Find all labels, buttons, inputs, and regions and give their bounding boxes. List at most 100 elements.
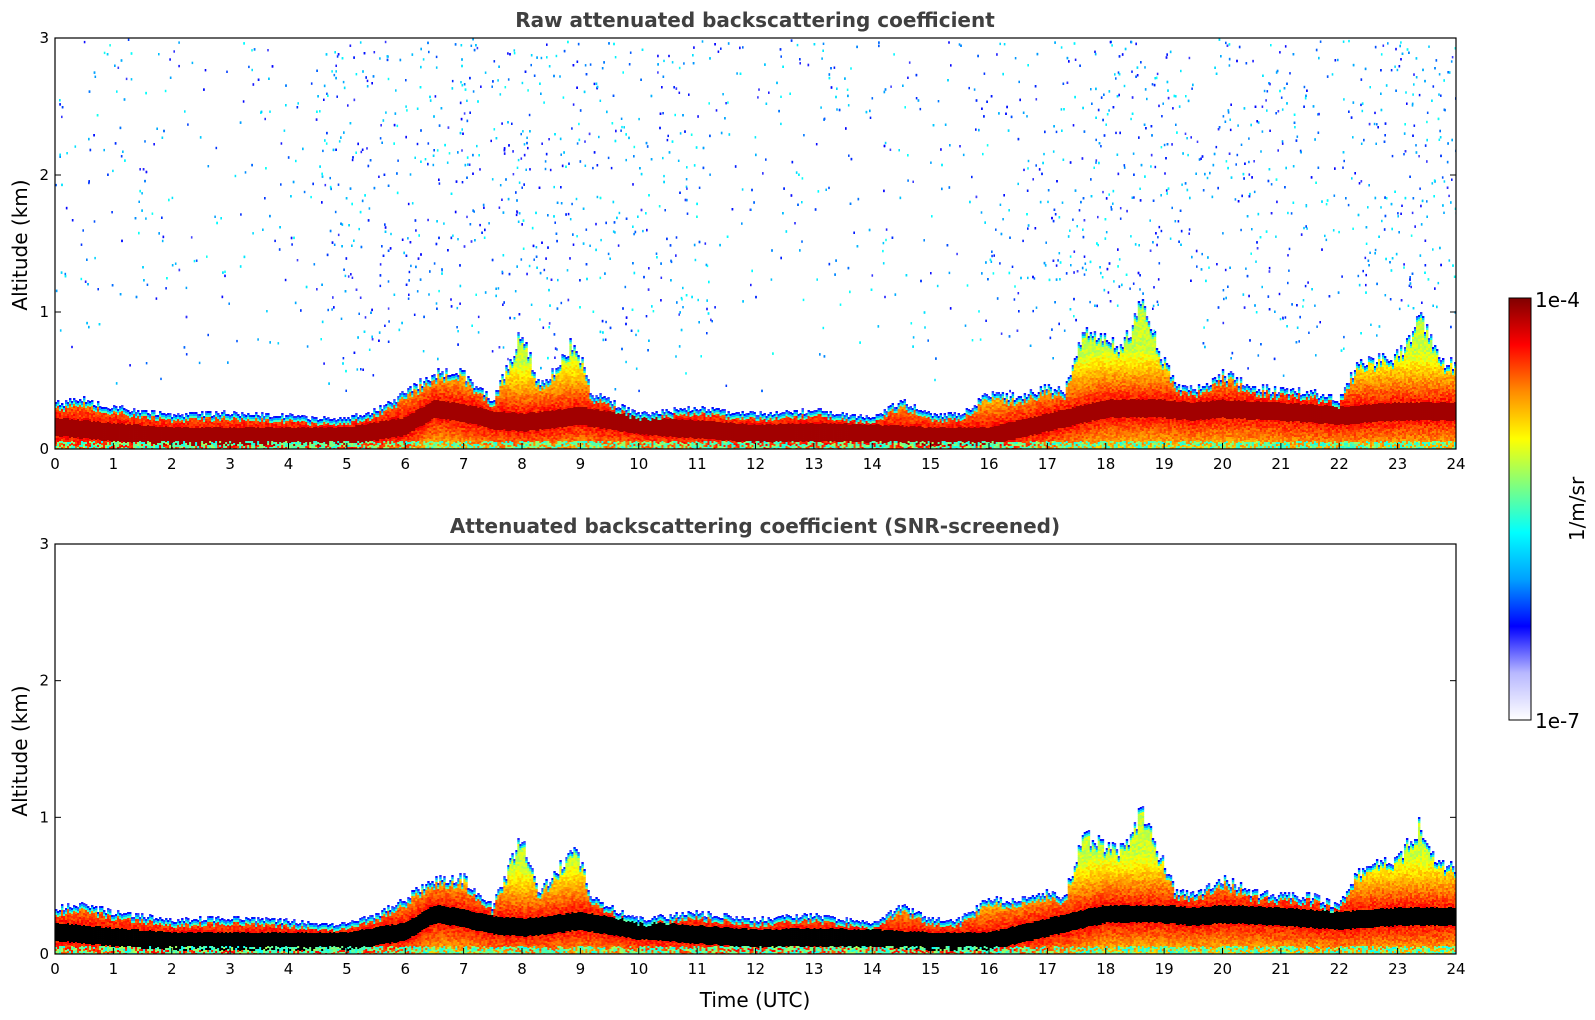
heatmap-cell — [361, 416, 364, 419]
heatmap-cell — [191, 422, 194, 425]
heatmap-cell — [403, 437, 406, 440]
heatmap-cell — [395, 408, 398, 411]
heatmap-cell — [251, 419, 254, 422]
heatmap-cell — [315, 443, 318, 446]
heatmap-cell — [131, 445, 134, 448]
heatmap-cell — [351, 431, 354, 434]
heatmap-cell — [157, 433, 160, 436]
heatmap-cell — [245, 441, 248, 444]
heatmap-cell — [201, 419, 204, 422]
heatmap-cell — [373, 412, 376, 415]
heatmap-cell — [83, 402, 86, 405]
heatmap-cell — [353, 439, 356, 442]
heatmap-cell — [369, 423, 372, 426]
heatmap-cell — [195, 444, 198, 447]
heatmap-cell — [335, 422, 338, 425]
heatmap-cell — [361, 428, 364, 431]
heatmap-cell — [63, 416, 66, 419]
heatmap-cell — [209, 433, 212, 436]
heatmap-cell — [169, 443, 172, 446]
heatmap-cell — [149, 440, 152, 443]
heatmap-cell — [329, 419, 332, 422]
heatmap-cell — [291, 432, 294, 435]
heatmap-cell — [423, 419, 426, 422]
heatmap-cell — [159, 425, 162, 428]
heatmap-cell — [359, 447, 362, 449]
heatmap-cell — [233, 443, 236, 446]
heatmap-cell — [401, 391, 404, 394]
heatmap-cell — [311, 422, 314, 425]
heatmap-cell — [413, 445, 416, 448]
heatmap-cell — [243, 430, 246, 433]
heatmap-cell — [125, 421, 128, 424]
heatmap-cell — [189, 418, 192, 421]
heatmap-cell — [379, 433, 382, 436]
heatmap-cell — [173, 432, 176, 435]
heatmap-cell — [323, 444, 326, 447]
heatmap-cell — [411, 429, 414, 432]
heatmap-cell — [215, 425, 218, 428]
heatmap-cell — [403, 423, 406, 426]
heatmap-cell — [255, 436, 258, 439]
heatmap-cell — [391, 425, 394, 428]
heatmap-cell — [209, 413, 212, 416]
heatmap-cell — [195, 442, 198, 445]
heatmap-cell — [217, 427, 220, 430]
heatmap-cell — [165, 428, 168, 431]
heatmap-cell — [355, 427, 358, 430]
heatmap-cell — [367, 434, 370, 437]
heatmap-cell — [63, 430, 66, 433]
heatmap-cell — [189, 412, 192, 415]
heatmap-cell — [215, 415, 218, 418]
heatmap-cell — [121, 419, 124, 422]
heatmap-cell — [317, 446, 320, 449]
heatmap-cell — [337, 441, 340, 444]
heatmap-cell — [71, 433, 74, 436]
heatmap-cell — [167, 429, 170, 432]
heatmap-cell — [101, 435, 104, 438]
heatmap-cell — [207, 433, 210, 436]
heatmap-cell — [395, 424, 398, 427]
heatmap-cell — [423, 403, 426, 406]
heatmap-cell — [163, 417, 166, 420]
heatmap-cell — [311, 416, 314, 419]
heatmap-cell — [211, 422, 214, 425]
heatmap-cell — [365, 429, 368, 432]
heatmap-cell — [73, 440, 76, 443]
heatmap-cell — [75, 446, 78, 449]
heatmap-cell — [175, 427, 178, 430]
heatmap-cell — [151, 424, 154, 427]
heatmap-cell — [201, 427, 204, 430]
heatmap-cell — [223, 416, 226, 419]
heatmap-cell — [189, 436, 192, 439]
heatmap-cell — [153, 426, 156, 429]
heatmap-cell — [423, 389, 426, 392]
heatmap-cell — [409, 392, 412, 395]
heatmap-cell — [121, 445, 124, 448]
heatmap-cell — [109, 409, 112, 412]
heatmap-cell — [229, 419, 232, 422]
heatmap-cell — [355, 431, 358, 434]
heatmap-cell — [173, 418, 176, 421]
heatmap-cell — [179, 421, 182, 424]
heatmap-cell — [177, 423, 180, 426]
heatmap-cell — [163, 433, 166, 436]
heatmap-cell — [167, 417, 170, 420]
heatmap-cell — [387, 439, 390, 442]
heatmap-cell — [235, 436, 238, 439]
heatmap-cell — [323, 436, 326, 439]
heatmap-cell — [157, 431, 160, 434]
heatmap-cell — [387, 411, 390, 414]
heatmap-cell — [363, 447, 366, 449]
heatmap-cell — [91, 422, 94, 425]
heatmap-cell — [239, 428, 242, 431]
heatmap-cell — [399, 447, 402, 449]
heatmap-cell — [107, 432, 110, 435]
heatmap-cell — [185, 417, 188, 420]
heatmap-cell — [369, 433, 372, 436]
heatmap-cell — [211, 416, 214, 419]
heatmap-cell — [309, 440, 312, 443]
heatmap-cell — [205, 447, 208, 449]
heatmap-cell — [365, 415, 368, 418]
heatmap-cell — [179, 441, 182, 444]
